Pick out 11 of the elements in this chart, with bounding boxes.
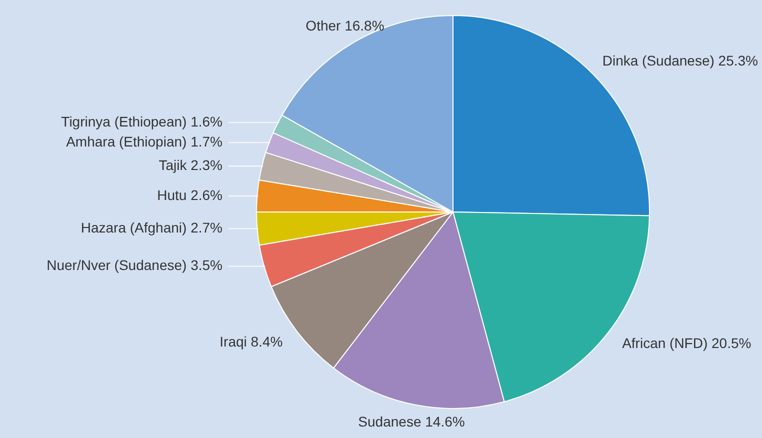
- slice-label: Dinka (Sudanese) 25.3%: [602, 52, 758, 69]
- slice-label: Nuer/Nver (Sudanese) 3.5%: [46, 257, 222, 274]
- slice-label: Tigrinya (Ethiopean) 1.6%: [61, 113, 222, 130]
- slice-label: Amhara (Ethiopian) 1.7%: [66, 133, 222, 150]
- slice-label: Hutu 2.6%: [157, 186, 222, 203]
- slice-label: Sudanese 14.6%: [358, 413, 465, 430]
- slice-label: Other 16.8%: [306, 18, 384, 34]
- slice-label: Hazara (Afghani) 2.7%: [80, 220, 222, 236]
- slice-label: Iraqi 8.4%: [220, 333, 283, 350]
- slice-label: Tajik 2.3%: [158, 156, 222, 173]
- slice-label: African (NFD) 20.5%: [622, 334, 752, 351]
